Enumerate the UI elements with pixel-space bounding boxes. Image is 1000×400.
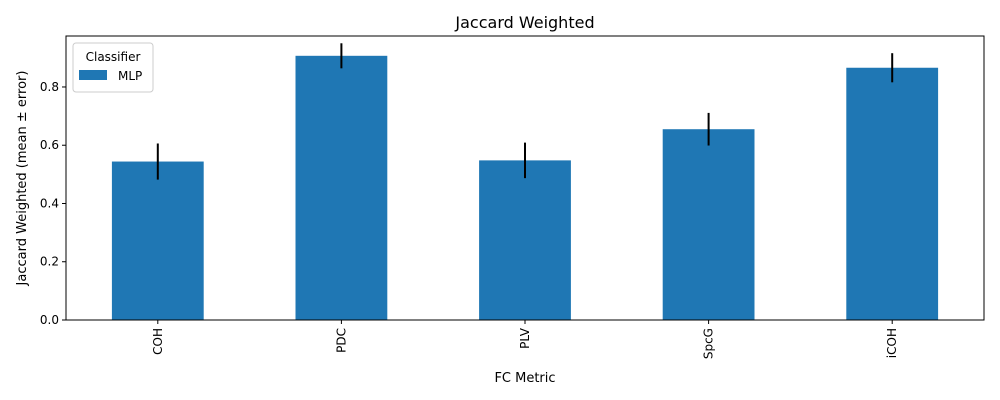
error-bars-group <box>156 43 894 180</box>
x-tick-label: SpcG <box>702 328 716 359</box>
x-tick-label: iCOH <box>885 328 899 358</box>
y-tick-label: 0.8 <box>40 80 59 94</box>
x-axis-ticks: COH PDC PLV SpcG iCOH <box>151 320 899 359</box>
x-tick-label: PDC <box>334 328 348 353</box>
y-axis-label: Jaccard Weighted (mean ± error) <box>15 71 30 287</box>
bars-group <box>111 55 939 320</box>
bar-plv <box>479 160 571 320</box>
bar-icoh <box>846 67 939 320</box>
legend-swatch-mlp <box>79 70 107 80</box>
x-tick-label: COH <box>151 328 165 355</box>
legend-label-mlp: MLP <box>118 69 142 83</box>
legend: Classifier MLP <box>72 42 154 93</box>
x-axis-label: FC Metric <box>494 371 555 386</box>
y-tick-label: 0.6 <box>40 138 59 152</box>
y-tick-label: 0.4 <box>40 196 59 210</box>
bar-coh <box>111 161 204 320</box>
bar-pdc <box>295 55 388 320</box>
bar-spcg <box>662 129 755 320</box>
legend-title: Classifier <box>86 50 141 64</box>
y-axis-ticks: 0.0 0.2 0.4 0.6 0.8 <box>40 80 66 327</box>
y-tick-label: 0.0 <box>40 313 59 327</box>
y-tick-label: 0.2 <box>40 255 59 269</box>
chart-title: Jaccard Weighted <box>454 13 594 32</box>
x-tick-label: PLV <box>518 327 532 349</box>
